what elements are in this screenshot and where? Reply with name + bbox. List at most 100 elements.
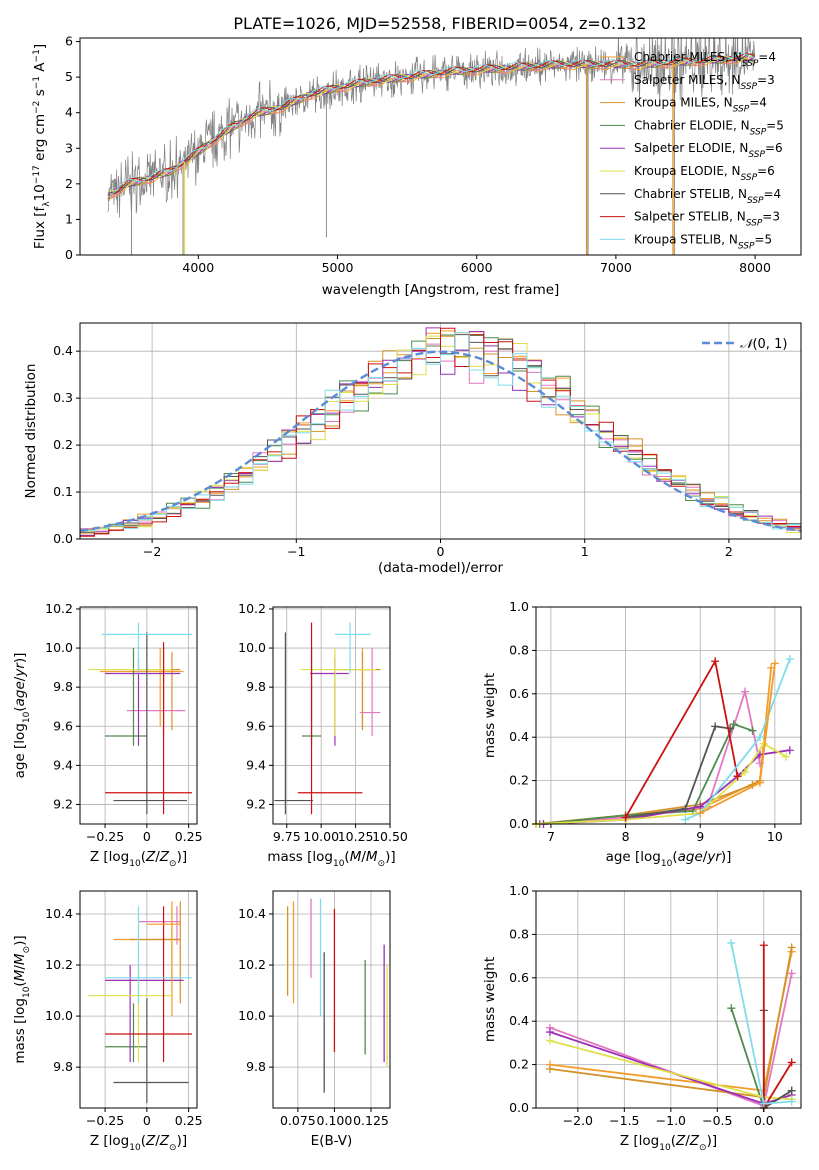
y-tick-label: 0.0: [509, 816, 529, 831]
weight-marker: [787, 1097, 796, 1106]
figure-title: PLATE=1026, MJD=52558, FIBERID=0054, z=0…: [233, 14, 646, 33]
y-tick-label: 9.8: [53, 679, 73, 694]
x-tick-label: 0.075: [280, 1113, 316, 1128]
y-tick-label: 0.8: [509, 926, 529, 941]
weight-marker: [696, 809, 705, 818]
x-tick-label: 2: [725, 544, 733, 559]
x-tick-label: 5000: [322, 260, 354, 275]
x-tick-label: −1: [287, 544, 305, 559]
axes-frame: [535, 890, 802, 1109]
weight-marker: [621, 813, 630, 822]
x-tick-label: −1.0: [656, 1113, 686, 1128]
weight-marker: [733, 772, 742, 781]
y-tick-label: 3: [65, 140, 73, 155]
weight-marker: [681, 804, 690, 813]
y-tick-label: 10.4: [238, 906, 266, 921]
y-tick-label: 1.0: [509, 883, 529, 898]
y-tick-label: 0.1: [53, 484, 73, 499]
y-tick-label: 9.8: [246, 1059, 266, 1074]
y-tick-label: 0.8: [509, 642, 529, 657]
y-tick-label: 0.4: [53, 343, 73, 358]
weight-marker: [759, 941, 768, 950]
y-tick-label: 4: [65, 105, 73, 120]
x-tick-label: 4000: [182, 260, 214, 275]
legend-entry: Salpeter MILES, NSSP=3: [634, 73, 775, 92]
y-tick-label: 1: [65, 211, 73, 226]
legend-entry: Kroupa ELODIE, NSSP=6: [634, 164, 775, 183]
residuals-plot: −2 −1 0 1 2 0.0 0.1 0.2 0.3 0.4 (data-model)/error…: [23, 322, 802, 576]
y-tick-label: 5: [65, 69, 73, 84]
spectrum-legend: Chabrier MILES, NSSP=4 Salpeter MILES, NS…: [600, 50, 784, 251]
x-tick-label: −2.0: [563, 1113, 593, 1128]
y-tick-label: 9.6: [246, 718, 266, 733]
y-tick-label: 9.8: [246, 679, 266, 694]
y-tick-label: 0.3: [53, 390, 73, 405]
x-axis-label: Z [log10(Z/Z⊙)]: [90, 849, 187, 869]
weight-marker: [782, 752, 791, 761]
x-tick-label: 0.0: [754, 1113, 774, 1128]
y-tick-label: 0.2: [509, 773, 529, 788]
weight-marker: [681, 815, 690, 824]
y-tick-label: 10.4: [45, 906, 73, 921]
x-tick-label: −0.25: [86, 829, 124, 844]
y-tick-label: 2: [65, 176, 73, 191]
axes-frame: [79, 606, 198, 825]
weight-line: [539, 723, 753, 825]
x-tick-label: 7: [547, 829, 555, 844]
weight-marker: [545, 1028, 554, 1037]
y-tick-label: 10.2: [45, 601, 73, 616]
model-spectrum: [107, 53, 756, 194]
weight-marker: [729, 720, 738, 729]
y-axis-label: age [log10(age/yr)]: [12, 653, 32, 779]
y-tick-label: 0.0: [509, 1100, 529, 1115]
y-tick-label: 10.2: [45, 957, 73, 972]
weight-marker: [785, 746, 794, 755]
y-tick-label: 0.2: [509, 1057, 529, 1072]
x-tick-label: 10.50: [372, 829, 408, 844]
weight-marker: [759, 1099, 768, 1108]
x-tick-label: 0.25: [175, 1113, 203, 1128]
y-tick-label: 0.4: [509, 1013, 529, 1028]
weight-marker: [727, 1004, 736, 1013]
x-axis-label: Z [log10(Z/Z⊙)]: [90, 1133, 187, 1153]
y-tick-label: 10.0: [45, 640, 73, 655]
x-tick-label: −2: [143, 544, 161, 559]
weight-marker: [755, 733, 764, 742]
x-tick-label: 9: [696, 829, 704, 844]
weight-marker: [787, 969, 796, 978]
weight-marker: [545, 1036, 554, 1045]
y-axis-label: mass [log10(M/M⊙)]: [12, 935, 32, 1063]
x-axis-label: mass [log10(M/M⊙)]: [267, 849, 395, 869]
weight-line: [730, 942, 792, 1105]
legend-entry: Chabrier MILES, NSSP=4: [634, 50, 776, 69]
x-tick-label: −1.5: [609, 1113, 639, 1128]
y-tick-label: 0.2: [53, 437, 73, 452]
y-tick-label: 10.0: [238, 1008, 266, 1023]
y-tick-label: 10.0: [45, 1008, 73, 1023]
y-tick-label: 9.4: [246, 757, 266, 772]
x-axis-label: Z [log10(Z/Z⊙)]: [620, 1133, 717, 1153]
x-tick-label: 10.00: [303, 829, 339, 844]
x-axis-label: wavelength [Angstrom, rest frame]: [322, 282, 560, 298]
weight-marker: [545, 1064, 554, 1073]
y-tick-label: 0.6: [509, 686, 529, 701]
y-tick-label: 9.2: [53, 796, 73, 811]
x-tick-label: 0: [437, 544, 445, 559]
axes-frame: [272, 890, 391, 1109]
y-axis-label: mass weight: [482, 673, 498, 758]
weight-marker: [711, 657, 720, 666]
x-axis-label: age [log10(age/yr)]: [606, 849, 732, 869]
x-tick-label: −0.5: [702, 1113, 732, 1128]
weight-marker: [727, 939, 736, 948]
weight-marker: [785, 655, 794, 664]
x-axis-label: E(B-V): [311, 1133, 353, 1149]
weight-marker: [787, 1086, 796, 1095]
weight-line: [684, 658, 791, 821]
x-tick-label: 0.100: [317, 1113, 353, 1128]
legend-entry: Chabrier STELIB, NSSP=4: [634, 187, 781, 206]
axes-frame: [79, 890, 198, 1109]
x-tick-label: 0.25: [175, 829, 203, 844]
z-weight-plot: −2.0 −1.5 −1.0 −0.5 0.0 0.0 0.2 0.4 0.6 0.8 1.0 mas…: [482, 883, 802, 1153]
y-tick-label: 0.0: [53, 531, 73, 546]
